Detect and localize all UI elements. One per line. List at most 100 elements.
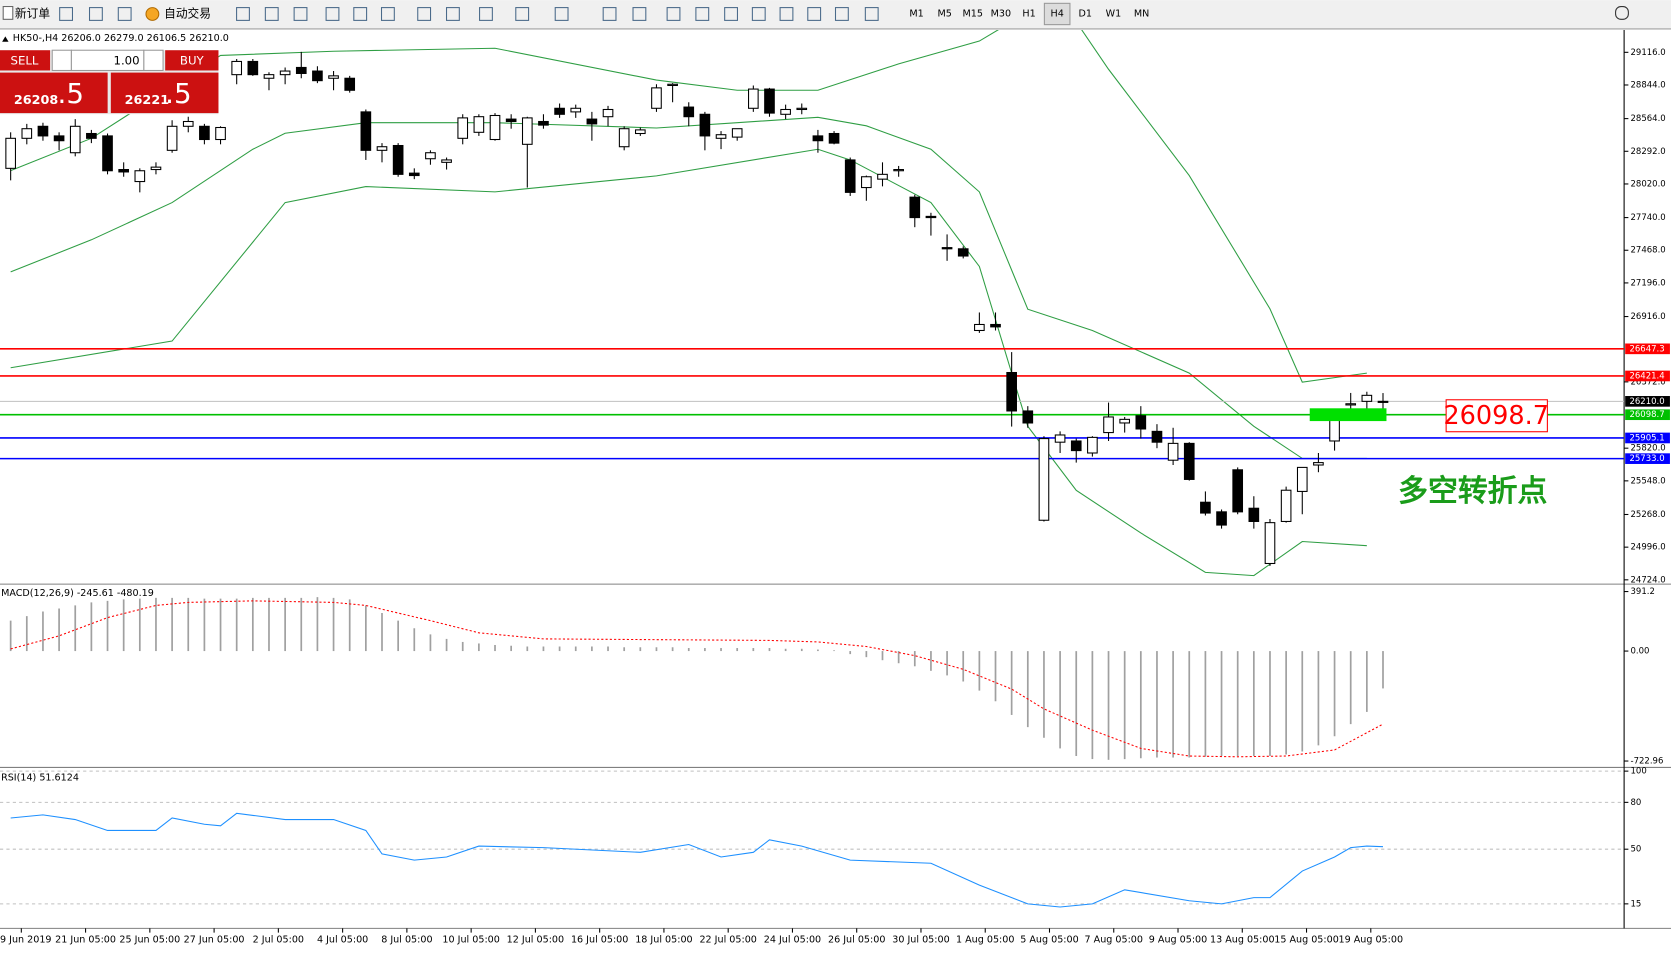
candle-body (473, 116, 485, 133)
tool-icon[interactable] (353, 7, 368, 21)
tool-icon[interactable] (88, 7, 103, 21)
tool-icon[interactable] (445, 7, 460, 21)
candle-body (263, 74, 275, 79)
tool-icon[interactable] (325, 7, 340, 21)
tool-icon[interactable] (554, 7, 569, 21)
level-tag (1625, 343, 1670, 355)
time-label: 7 Aug 05:00 (1085, 935, 1144, 946)
y-tick-label: 29116.0 (1631, 48, 1666, 58)
y-tick-label: 15 (1631, 899, 1642, 909)
candle-body (37, 125, 49, 137)
buy-button[interactable] (165, 50, 219, 71)
tool-icon[interactable] (515, 7, 530, 21)
pane-marker (2, 36, 9, 42)
lots-spinner[interactable] (143, 49, 164, 72)
candle-body (489, 114, 501, 141)
price-box-label: 26098.7 (1443, 401, 1549, 431)
candle-body (150, 166, 162, 171)
tool-icon[interactable] (117, 7, 132, 21)
y-tick-label: 50 (1631, 845, 1642, 855)
bid-big: 26208 (14, 93, 59, 108)
tool-icon[interactable] (751, 7, 766, 21)
timeframe-button[interactable]: M5 (937, 8, 951, 19)
timeframe-button[interactable]: M30 (991, 8, 1011, 19)
tool-icon[interactable] (864, 7, 879, 21)
level-tag-label: 26421.4 (1629, 371, 1664, 381)
tool-icon[interactable] (724, 7, 738, 21)
timeframe-button[interactable]: M1 (909, 8, 923, 19)
lots-dropdown[interactable] (51, 49, 72, 72)
candle-body (618, 128, 630, 148)
tool-icon[interactable] (293, 7, 308, 21)
time-label: 16 Jul 05:00 (571, 935, 628, 946)
timeframe-button[interactable]: D1 (1079, 8, 1092, 19)
y-tick-label: 27740.0 (1631, 213, 1666, 223)
y-tick-label: 26372.0 (1631, 377, 1666, 387)
candle-body (1022, 410, 1034, 424)
ask-block[interactable] (110, 72, 219, 114)
timeframe-button[interactable]: M15 (963, 8, 983, 19)
candle-body (295, 66, 307, 74)
candle-body (1006, 371, 1017, 412)
candle-body (166, 125, 178, 151)
bid-block[interactable] (0, 72, 108, 114)
candle-body (328, 75, 339, 79)
search-icon[interactable] (1615, 5, 1629, 20)
candle-body (199, 125, 210, 141)
auto-trading-button[interactable]: 自动交易 (145, 6, 211, 21)
tool-icon[interactable] (807, 7, 822, 21)
new-order-button[interactable]: 新订单 (2, 5, 50, 20)
candle-body (683, 106, 695, 118)
timeframe-button[interactable]: MN (1134, 8, 1149, 19)
timeframe-button[interactable]: H1 (1022, 8, 1035, 19)
candle-body (893, 169, 904, 172)
level-tag (1625, 432, 1670, 444)
pane-title: MACD(12,26,9) -245.61 -480.19 (1, 588, 154, 599)
turning-point-label: 多空转折点 (1398, 474, 1547, 509)
time-label: 9 Aug 05:00 (1149, 935, 1207, 946)
timeframe-button[interactable]: H4 (1051, 8, 1064, 19)
tool-icon[interactable] (264, 7, 279, 21)
candle-body (602, 108, 614, 118)
new-order-label: 新订单 (15, 6, 50, 20)
candle-body (1329, 418, 1340, 442)
bollinger-band (10, 116, 1367, 459)
tool-icon[interactable] (380, 7, 395, 21)
axes: 29116.0 28844.0 28564.0 28292.0 28020.0 27740… (0, 48, 1670, 946)
sell-button[interactable] (0, 50, 51, 71)
level-tag (1625, 396, 1670, 407)
timeframe-button[interactable]: W1 (1106, 8, 1122, 19)
tool-icon[interactable] (417, 7, 432, 21)
y-tick-label: 25268.0 (1631, 510, 1666, 520)
tool-icon[interactable] (479, 7, 493, 21)
time-label: 2 Jul 05:00 (253, 935, 304, 946)
candle-body (812, 135, 824, 142)
tool-icon[interactable] (59, 7, 73, 21)
bollinger-band (10, 29, 1367, 383)
y-tick-label: -722.96 (1631, 757, 1664, 767)
candle-body (1119, 418, 1131, 424)
level-tag-label: 26098.7 (1629, 410, 1664, 420)
tool-icon[interactable] (632, 7, 647, 21)
candle-body (134, 170, 146, 183)
time-label: 30 Jul 05:00 (892, 935, 949, 946)
tool-icon[interactable] (666, 7, 681, 21)
tool-icon[interactable] (695, 7, 710, 21)
candle-body (554, 107, 565, 115)
pane-title: RSI(14) 51.6124 (1, 773, 79, 784)
level-tag (1625, 370, 1670, 382)
time-label: 19 Aug 05:00 (1338, 935, 1403, 946)
tool-icon[interactable] (602, 7, 617, 21)
candle-body (844, 159, 856, 193)
one-click-trading: SELL 1.00 BUY 26208 .5 26221 .5 (0, 49, 219, 115)
tool-icon[interactable] (236, 7, 250, 21)
tool-icon[interactable] (834, 7, 849, 21)
candle-body (828, 132, 840, 144)
price-pane (0, 29, 1625, 577)
candle-body (877, 173, 888, 180)
tool-icon[interactable] (779, 7, 794, 21)
y-tick-label: 28844.0 (1631, 80, 1666, 90)
candle-body (5, 137, 16, 169)
new-order-icon (2, 5, 14, 20)
